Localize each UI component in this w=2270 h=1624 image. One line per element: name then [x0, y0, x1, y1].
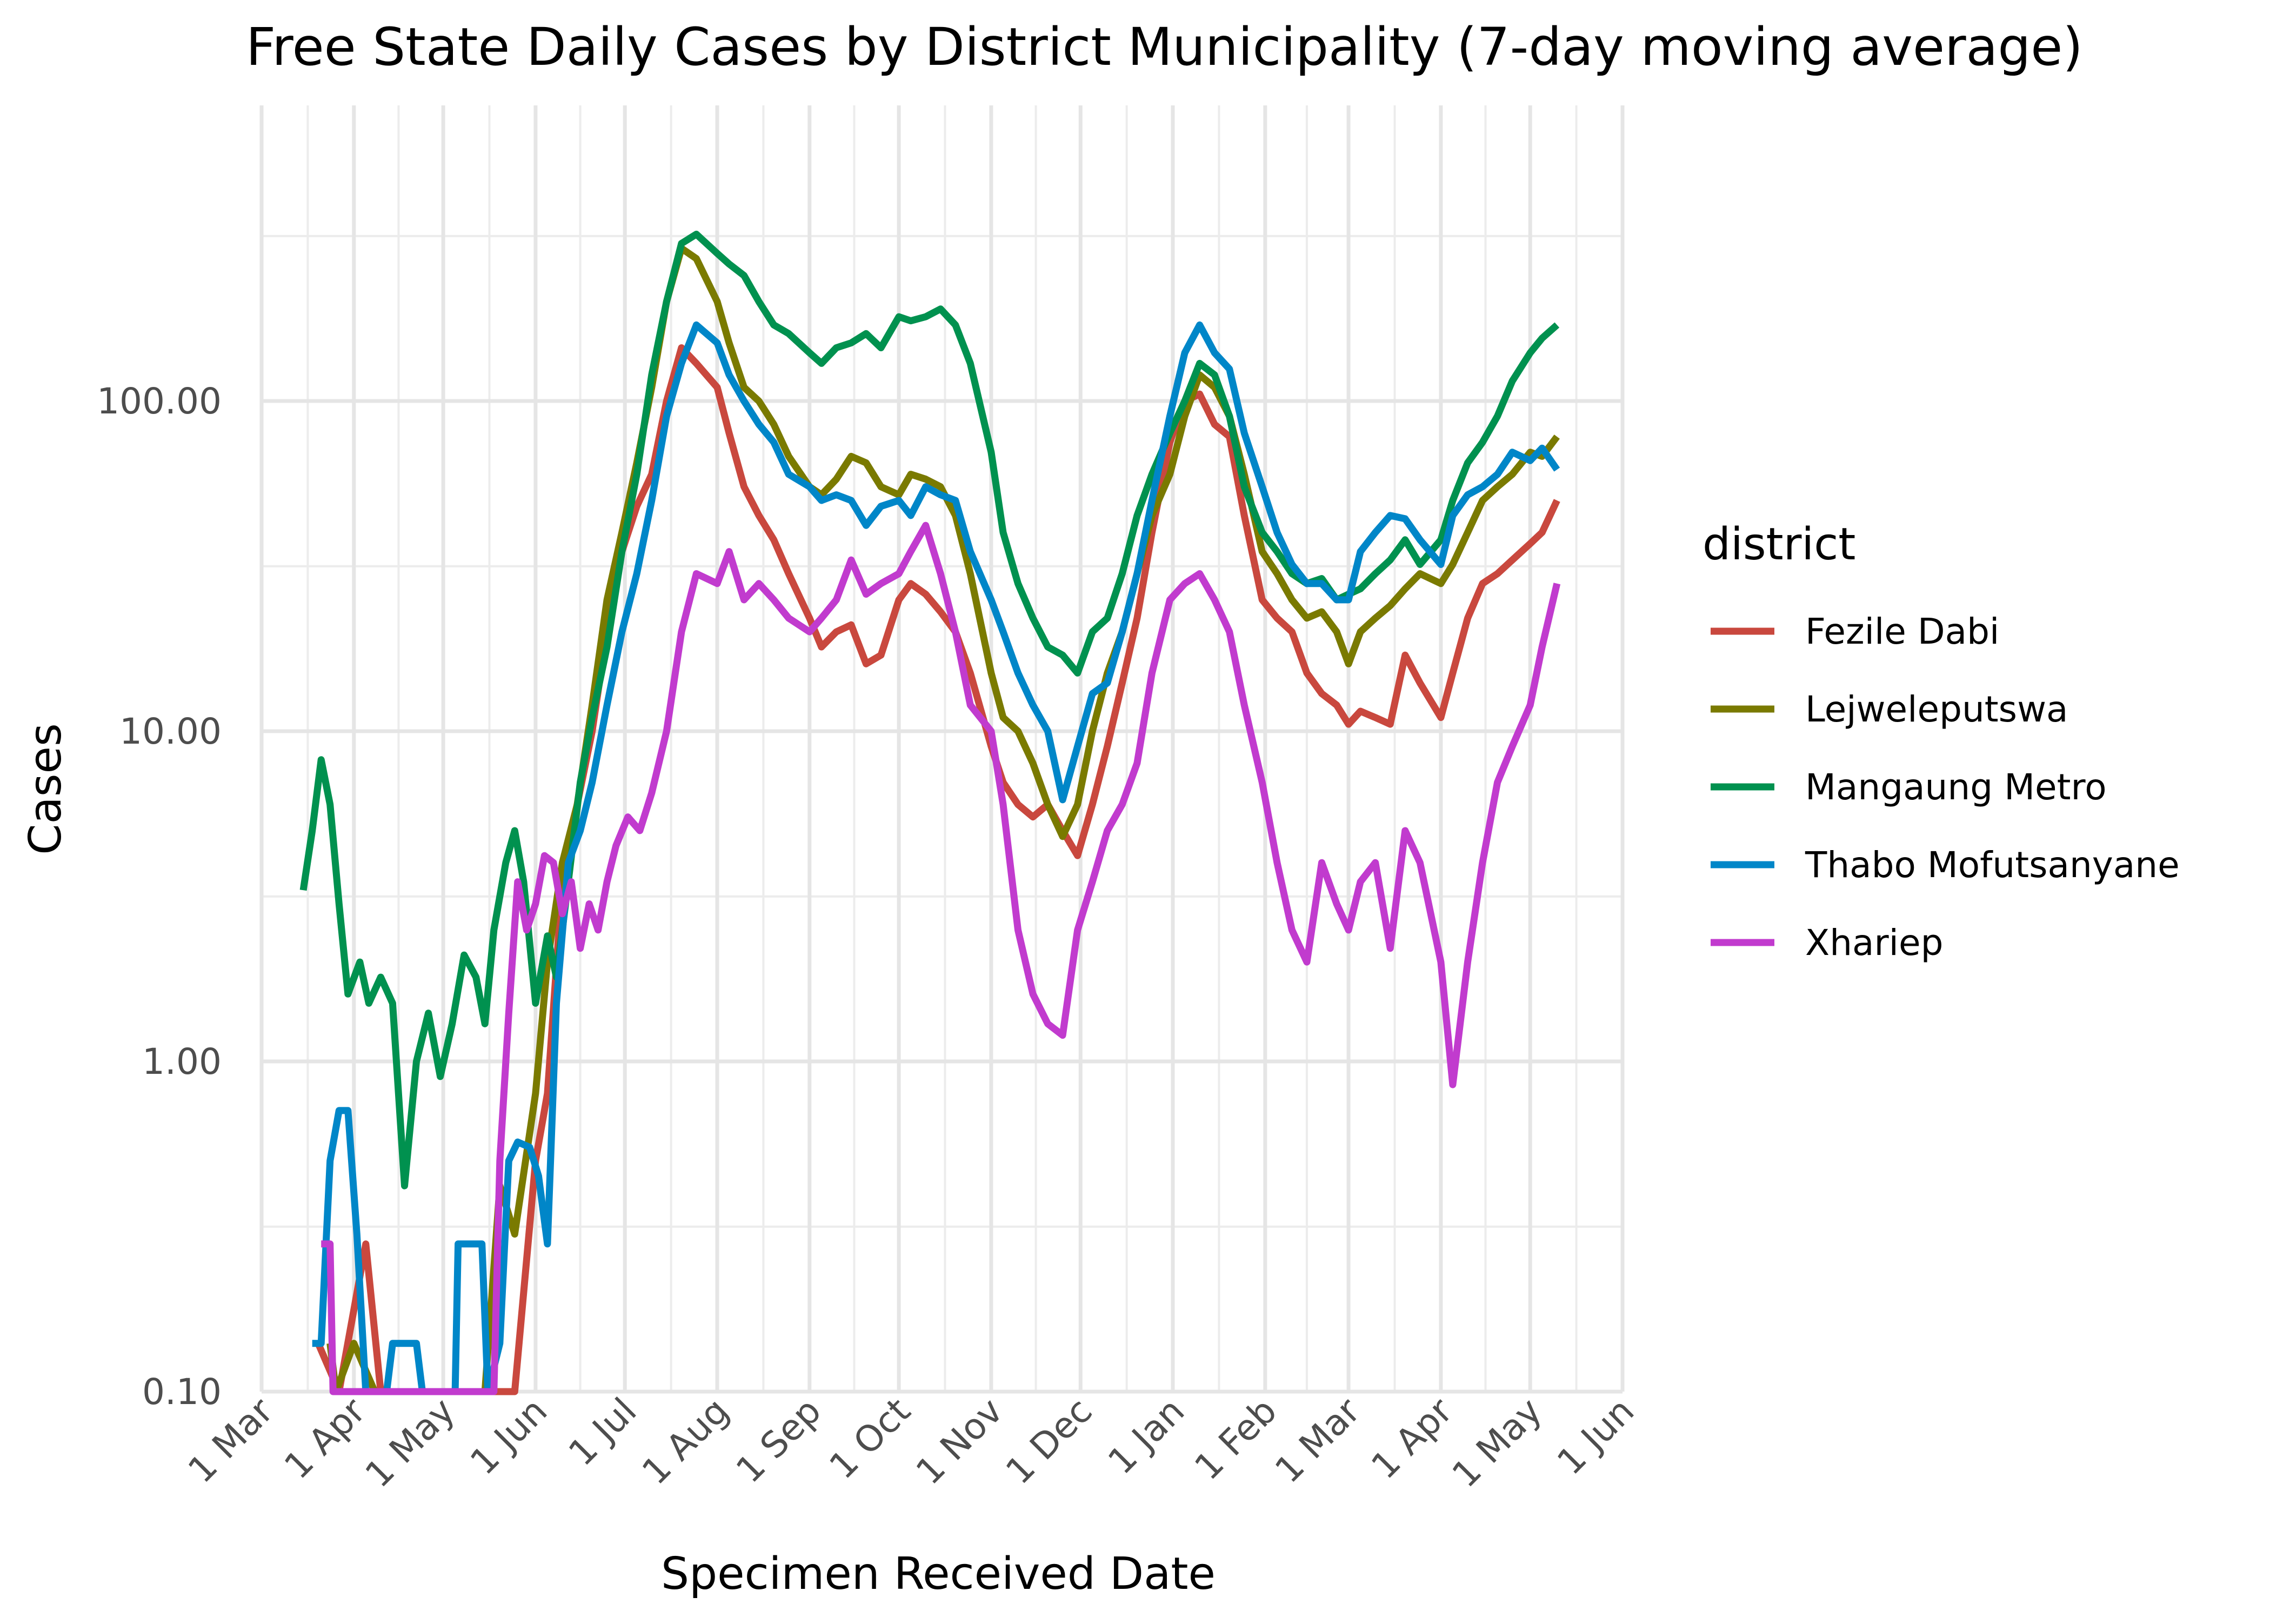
legend-items: Fezile Dabi Lejweleputswa Mangaung Metro Th…: [1711, 611, 2180, 964]
x-tick-label: 1 Dec: [998, 1390, 1100, 1492]
x-tick-label: 1 Jul: [560, 1390, 644, 1474]
legend-label: Fezile Dabi: [1805, 611, 1999, 652]
x-tick-label: 1 Oct: [822, 1390, 919, 1487]
x-axis-title: Specimen Received Date: [661, 1548, 1216, 1600]
x-tick-label: 1 Jan: [1100, 1390, 1192, 1482]
legend-title: district: [1702, 519, 1855, 570]
x-tick-label: 1 Apr: [276, 1389, 373, 1487]
legend-label: Mangaung Metro: [1805, 766, 2107, 808]
major-gridlines: [259, 105, 1625, 1394]
x-tick-label: 1 May: [357, 1390, 463, 1495]
x-tick-label: 1 May: [1444, 1390, 1550, 1495]
x-tick-label: 1 Mar: [1267, 1389, 1368, 1491]
x-tick-label: 1 Sep: [728, 1390, 829, 1491]
y-axis-tick-labels: 0.10 1.00 10.00 100.00: [97, 380, 222, 1413]
y-tick-label: 0.10: [142, 1371, 222, 1413]
y-axis-title: Cases: [20, 723, 71, 854]
legend: district Fezile Dabi Lejweleputswa Mangaun…: [1702, 519, 2180, 964]
y-tick-label: 10.00: [119, 711, 222, 752]
series-line-lejweleputswa: [326, 245, 1560, 1395]
x-tick-label: 1 Jun: [1549, 1390, 1642, 1483]
x-tick-label: 1 Aug: [634, 1390, 737, 1493]
legend-label: Lejweleputswa: [1805, 689, 2068, 730]
legend-label: Thabo Mofutsanyane: [1805, 844, 2180, 886]
series-line-xhariep: [321, 522, 1561, 1395]
x-tick-label: 1 Jun: [462, 1390, 555, 1483]
x-tick-label: 1 Apr: [1363, 1389, 1460, 1487]
series-line-mangaung-metro: [299, 230, 1560, 1189]
legend-label: Xhariep: [1805, 922, 1943, 964]
y-tick-label: 100.00: [97, 380, 222, 422]
minor-gridlines: [262, 105, 1623, 1392]
series-line-fezile-dabi: [315, 344, 1560, 1395]
x-tick-label: 1 Feb: [1187, 1390, 1285, 1488]
x-tick-label: 1 Nov: [908, 1390, 1011, 1493]
series-lines: [299, 230, 1561, 1395]
chart-title: Free State Daily Cases by District Munic…: [246, 17, 2083, 77]
y-tick-label: 1.00: [142, 1041, 222, 1082]
